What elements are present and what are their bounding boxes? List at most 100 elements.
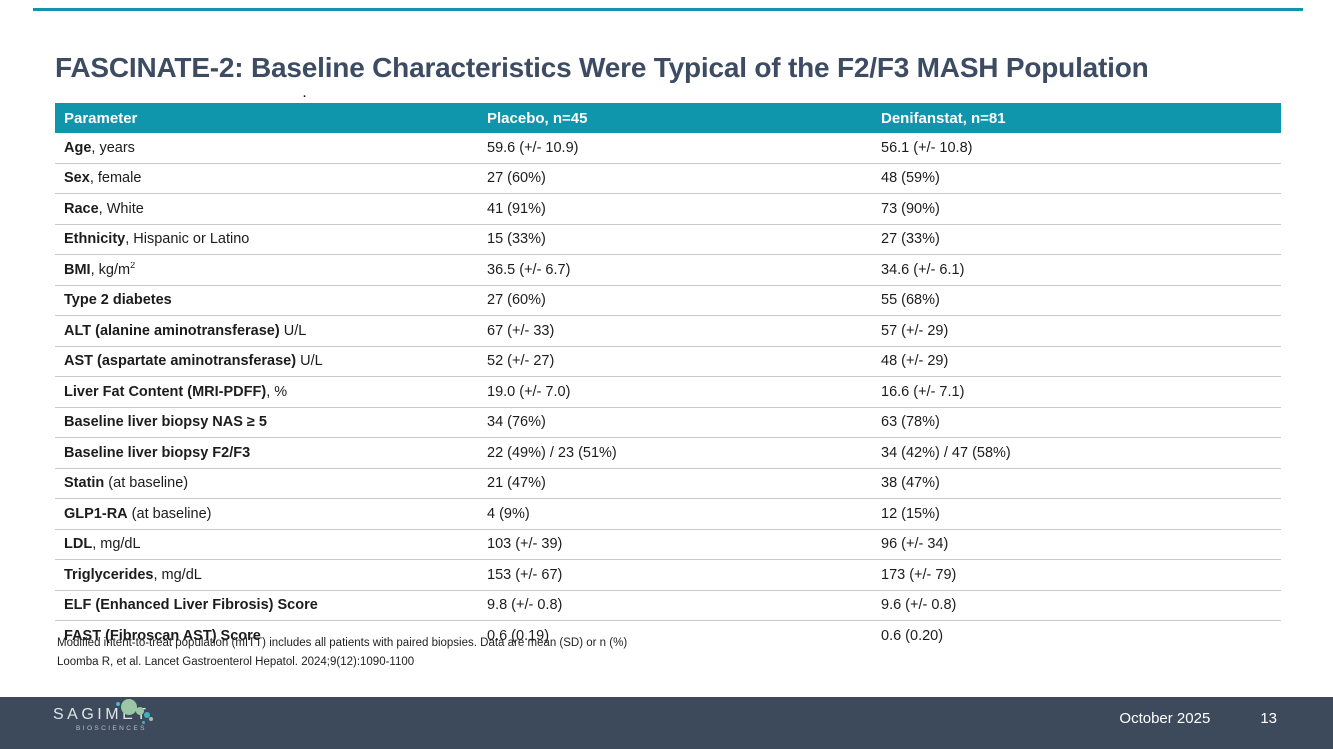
row-parameter-bold: BMI — [64, 261, 91, 278]
footer-bar: SAGIMET BIOSCIENCES October 2025 13 — [0, 697, 1333, 749]
header-parameter: Parameter — [64, 109, 138, 127]
placebo-value: 67 (+/- 33) — [487, 322, 555, 339]
footer-date: October 2025 — [1119, 710, 1211, 727]
denifanstat-value: 48 (59%) — [881, 170, 940, 187]
denifanstat-value: 173 (+/- 79) — [881, 566, 957, 583]
logo-dot-icon — [136, 707, 144, 715]
row-parameter-label: ALT (alanine aminotransferase) U/L — [55, 323, 478, 339]
row-parameter-rest: , Hispanic or Latino — [125, 231, 250, 248]
table-row: Statin (at baseline) 21 (47%) 38 (47%) — [55, 469, 1281, 499]
row-parameter-label: BMI, kg/m2 — [55, 262, 478, 278]
row-parameter-bold: AST (aspartate aminotransferase) — [64, 353, 297, 370]
table-row: Baseline liver biopsy NAS ≥ 5 34 (76%) 63 … — [55, 408, 1281, 438]
denifanstat-value: 57 (+/- 29) — [881, 322, 949, 339]
placebo-value: 59.6 (+/- 10.9) — [487, 139, 579, 156]
denifanstat-value: 48 (+/- 29) — [881, 353, 949, 370]
row-parameter-label: Statin (at baseline) — [55, 475, 478, 491]
logo-dot-icon — [116, 702, 120, 706]
header-denifanstat: Denifanstat, n=81 — [881, 109, 1006, 127]
row-parameter-label: Baseline liver biopsy NAS ≥ 5 — [55, 414, 478, 430]
table-row: Baseline liver biopsy F2/F3 22 (49%) / 23… — [55, 438, 1281, 469]
table-row: AST (aspartate aminotransferase) U/L 52 (… — [55, 347, 1281, 377]
table-row: FAST (Fibroscan AST) Score 0.6 (0.19) 0.6 … — [55, 621, 1281, 651]
denifanstat-value: 55 (68%) — [881, 292, 940, 309]
table-row: Liver Fat Content (MRI-PDFF), % 19.0 (+/-… — [55, 377, 1281, 408]
sagimet-logo-subtitle: BIOSCIENCES — [76, 725, 147, 732]
row-parameter-bold: Type 2 diabetes — [64, 292, 172, 309]
baseline-characteristics-table: Parameter Placebo, n=45 Denifanstat, n=8… — [55, 103, 1281, 651]
row-parameter-label: Sex, female — [55, 170, 478, 186]
table-row: Type 2 diabetes 27 (60%) 55 (68%) — [55, 286, 1281, 316]
placebo-value: 21 (47%) — [487, 475, 546, 492]
logo-dot-icon — [144, 712, 150, 718]
row-parameter-bold: Sex — [64, 170, 90, 187]
placebo-value: 15 (33%) — [487, 231, 546, 248]
denifanstat-value: 27 (33%) — [881, 231, 940, 248]
placebo-value: 27 (60%) — [487, 292, 546, 309]
row-parameter-label: Type 2 diabetes — [55, 292, 478, 308]
placebo-value: 4 (9%) — [487, 505, 530, 522]
footnote-citation: Loomba R, et al. Lancet Gastroenterol He… — [57, 656, 415, 668]
denifanstat-value: 56.1 (+/- 10.8) — [881, 139, 973, 156]
row-parameter-bold: Liver Fat Content (MRI-PDFF) — [64, 383, 267, 400]
placebo-value: 36.5 (+/- 6.7) — [487, 261, 571, 278]
placebo-value: 19.0 (+/- 7.0) — [487, 383, 571, 400]
sagimet-logo-wordmark: SAGIMET — [53, 706, 150, 723]
denifanstat-value: 12 (15%) — [881, 505, 940, 522]
denifanstat-value: 63 (78%) — [881, 414, 940, 431]
placebo-value: 9.8 (+/- 0.8) — [487, 597, 563, 614]
row-parameter-bold: FAST (Fibroscan AST) Score — [64, 627, 261, 644]
row-parameter-label: Liver Fat Content (MRI-PDFF), % — [55, 384, 478, 400]
denifanstat-value: 0.6 (0.20) — [881, 627, 944, 644]
table-row: Age, years 59.6 (+/- 10.9) 56.1 (+/- 10.8) — [55, 133, 1281, 164]
slide-top-accent-rule — [33, 8, 1303, 11]
row-parameter-label: LDL, mg/dL — [55, 536, 478, 552]
placebo-value: 153 (+/- 67) — [487, 566, 563, 583]
placebo-value: 103 (+/- 39) — [487, 536, 563, 553]
table-row: Triglycerides, mg/dL 153 (+/- 67) 173 (+/-… — [55, 560, 1281, 591]
row-parameter-rest: (at baseline) — [104, 475, 189, 492]
header-placebo: Placebo, n=45 — [487, 109, 588, 127]
row-parameter-bold: ELF (Enhanced Liver Fibrosis) Score — [64, 597, 318, 614]
row-parameter-bold: Baseline liver biopsy F2/F3 — [64, 444, 251, 461]
row-parameter-rest: U/L — [296, 353, 323, 370]
row-parameter-label: GLP1-RA (at baseline) — [55, 506, 478, 522]
placebo-value: 0.6 (0.19) — [487, 627, 550, 644]
row-parameter-label: AST (aspartate aminotransferase) U/L — [55, 353, 478, 369]
denifanstat-value: 38 (47%) — [881, 475, 940, 492]
table-row: ELF (Enhanced Liver Fibrosis) Score 9.8 (… — [55, 591, 1281, 621]
logo-dot-icon — [149, 717, 153, 721]
row-parameter-label: Baseline liver biopsy F2/F3 — [55, 445, 478, 461]
denifanstat-value: 34.6 (+/- 6.1) — [881, 261, 965, 278]
row-parameter-rest: , kg/m — [90, 261, 131, 278]
table-row: Ethnicity, Hispanic or Latino 15 (33%) 27 … — [55, 225, 1281, 255]
denifanstat-value: 9.6 (+/- 0.8) — [881, 597, 957, 614]
row-parameter-bold: Baseline liver biopsy NAS ≥ 5 — [64, 414, 267, 431]
table-row: Sex, female 27 (60%) 48 (59%) — [55, 164, 1281, 194]
placebo-value: 34 (76%) — [487, 414, 546, 431]
table-header-row: Parameter Placebo, n=45 Denifanstat, n=8… — [55, 103, 1281, 133]
placebo-value: 52 (+/- 27) — [487, 353, 555, 370]
denifanstat-value: 73 (90%) — [881, 200, 940, 217]
table-row: Race, White 41 (91%) 73 (90%) — [55, 194, 1281, 225]
placebo-value: 27 (60%) — [487, 170, 546, 187]
row-parameter-superscript: 2 — [130, 261, 136, 270]
denifanstat-value: 34 (42%) / 47 (58%) — [881, 444, 1011, 461]
row-parameter-bold: LDL — [64, 536, 93, 553]
table-row: ALT (alanine aminotransferase) U/L 67 (+/… — [55, 316, 1281, 347]
row-parameter-label: FAST (Fibroscan AST) Score — [55, 628, 478, 644]
stray-dot: . — [303, 88, 307, 100]
logo-dot-icon — [142, 721, 145, 724]
row-parameter-bold: ALT (alanine aminotransferase) — [64, 322, 280, 339]
row-parameter-label: Ethnicity, Hispanic or Latino — [55, 231, 478, 247]
row-parameter-label: ELF (Enhanced Liver Fibrosis) Score — [55, 597, 478, 613]
row-parameter-label: Race, White — [55, 201, 478, 217]
row-parameter-rest: U/L — [279, 322, 307, 339]
row-parameter-label: Triglycerides, mg/dL — [55, 567, 478, 583]
row-parameter-bold: Age — [64, 139, 92, 156]
table-row: BMI, kg/m2 36.5 (+/- 6.7) 34.6 (+/- 6.1) — [55, 255, 1281, 286]
sagimet-logo: SAGIMET BIOSCIENCES — [53, 706, 183, 732]
row-parameter-bold: Statin — [64, 475, 105, 492]
denifanstat-value: 16.6 (+/- 7.1) — [881, 383, 965, 400]
row-parameter-bold: Ethnicity — [64, 231, 126, 248]
